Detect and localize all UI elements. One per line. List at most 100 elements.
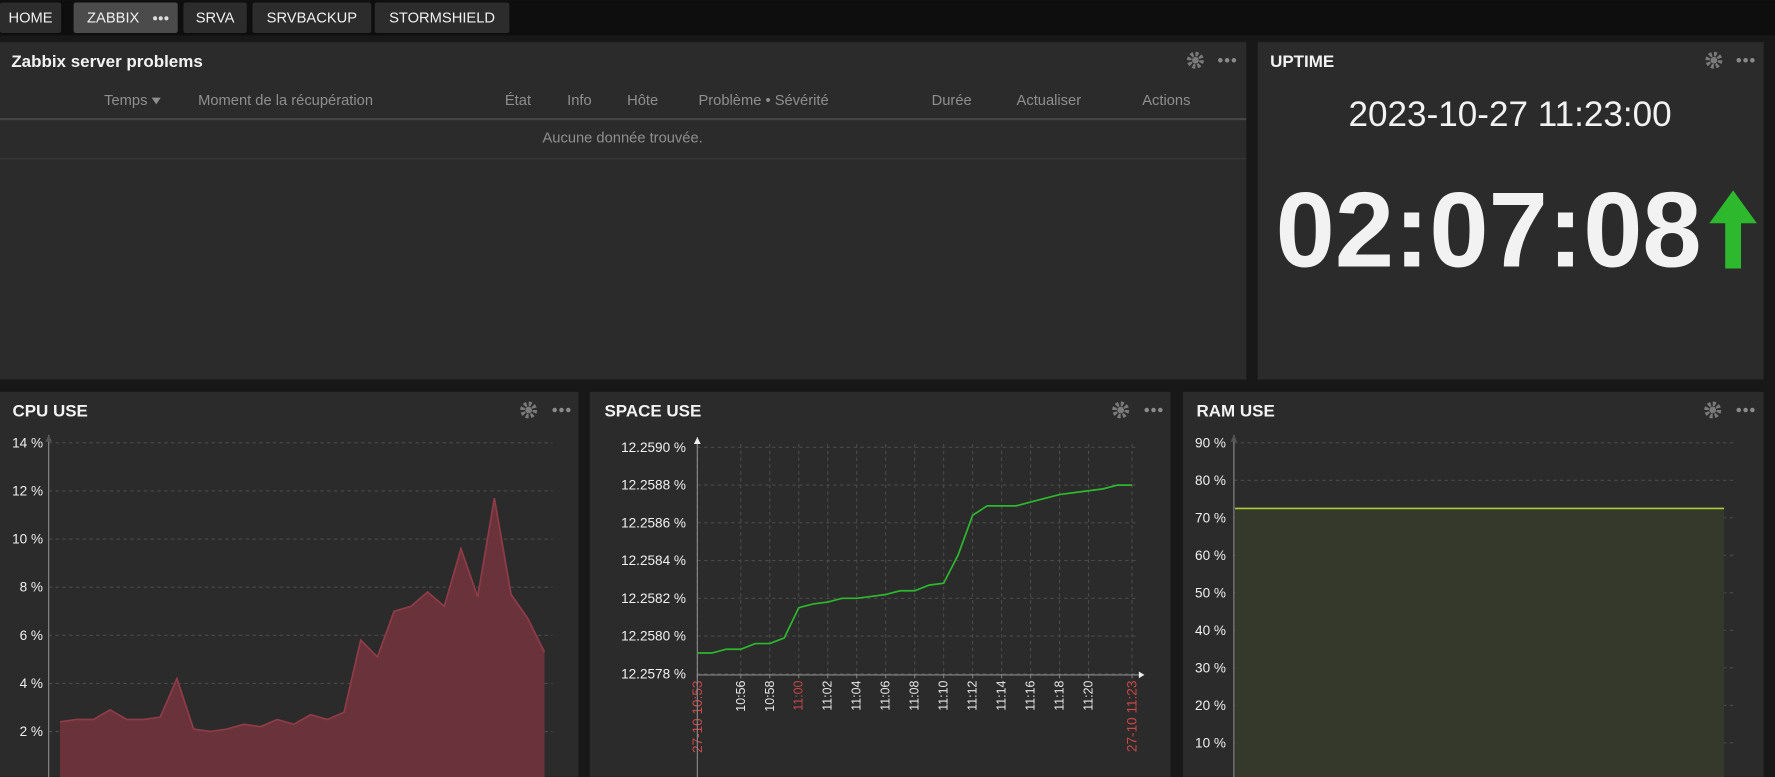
tab-label[interactable]: ZABBIX: [87, 10, 139, 26]
y-tick-label: 20 %: [1195, 698, 1226, 713]
y-tick-label: 4 %: [20, 676, 43, 691]
x-tick-label: 11:18: [1053, 680, 1067, 710]
tab-menu-dot[interactable]: [158, 16, 163, 21]
problems-widget: [0, 42, 1247, 380]
y-tick-label: 80 %: [1195, 473, 1226, 488]
settings-icon-hub[interactable]: [1710, 56, 1718, 64]
tab[interactable]: [252, 2, 372, 34]
tab-label[interactable]: SRVBACKUP: [267, 10, 358, 26]
x-tick-label: 10:58: [763, 680, 777, 711]
column-header: Actions: [1142, 93, 1190, 109]
column-header: État: [505, 92, 531, 109]
menu-dot[interactable]: [1231, 57, 1237, 63]
column-header: Moment de la récupération: [198, 93, 373, 109]
space-widget: [589, 391, 1171, 777]
y-tick-label: 90 %: [1195, 435, 1226, 450]
menu-dot[interactable]: [1743, 57, 1748, 63]
uptime-duration: 02:07:08: [1276, 171, 1702, 290]
widget-title: Zabbix server problems: [11, 52, 202, 71]
tab-menu-dot[interactable]: [164, 16, 169, 21]
settings-icon[interactable]: [1186, 51, 1204, 69]
y-axis-arrow: [45, 434, 53, 442]
menu-dot[interactable]: [1151, 407, 1156, 413]
y-tick-label: 12.2590 %: [621, 440, 686, 455]
column-header: Problème • Sévérité: [698, 93, 828, 109]
menu-dot[interactable]: [1158, 407, 1163, 413]
y-tick-label: 14 %: [12, 435, 43, 450]
menu-dot[interactable]: [559, 407, 564, 413]
x-tick-label: 11:10: [937, 680, 951, 710]
menu-dot[interactable]: [1144, 407, 1149, 413]
x-tick-label: 11:16: [1024, 680, 1038, 710]
x-tick-label: 11:12: [966, 680, 980, 710]
area: [59, 498, 545, 777]
tab-label[interactable]: HOME: [9, 10, 53, 26]
menu-dot[interactable]: [1736, 407, 1742, 413]
widget-title: SPACE USE: [604, 402, 701, 421]
y-axis-arrow: [1230, 434, 1238, 442]
widget-title: CPU USE: [12, 402, 87, 421]
menu-dot[interactable]: [566, 407, 571, 413]
x-axis-arrow: [1138, 671, 1145, 679]
menu-dot[interactable]: [552, 407, 557, 413]
x-tick-label: 11:04: [850, 680, 864, 710]
x-tick-label: 11:08: [908, 680, 922, 710]
y-tick-label: 2 %: [20, 724, 43, 739]
line: [697, 484, 1133, 654]
settings-icon-hub[interactable]: [525, 406, 533, 414]
tab[interactable]: [374, 2, 510, 34]
tab-label[interactable]: SRVA: [196, 10, 235, 26]
settings-icon[interactable]: [1705, 51, 1723, 69]
column-header: Actualiser: [1017, 93, 1082, 109]
empty-message: Aucune donnée trouvée.: [542, 130, 702, 146]
menu-dot[interactable]: [1750, 57, 1755, 63]
x-tick-label: 11:14: [995, 680, 1009, 710]
y-tick-label: 12.2586 %: [621, 515, 686, 530]
y-tick-label: 12.2588 %: [621, 478, 686, 493]
y-tick-label: 60 %: [1195, 548, 1226, 563]
x-tick-label: 10:56: [734, 680, 748, 711]
area: [1235, 508, 1725, 777]
menu-dot[interactable]: [1224, 57, 1230, 63]
tab-label[interactable]: STORMSHIELD: [389, 10, 495, 26]
y-tick-label: 12.2580 %: [621, 629, 686, 644]
x-tick-label: 11:02: [821, 680, 835, 710]
y-tick-label: 12 %: [12, 483, 43, 498]
y-tick-label: 8 %: [20, 580, 43, 595]
menu-dot[interactable]: [1750, 407, 1755, 413]
x-tick-label: 11:20: [1082, 680, 1096, 710]
y-axis-arrow: [693, 437, 701, 444]
settings-icon-hub[interactable]: [1192, 56, 1199, 64]
widget-title: UPTIME: [1270, 52, 1334, 71]
tab[interactable]: [183, 2, 247, 34]
y-tick-label: 70 %: [1195, 510, 1226, 525]
y-tick-label: 10 %: [1195, 735, 1226, 750]
x-tick-label: 27-10 11:23: [1125, 681, 1140, 752]
y-tick-label: 30 %: [1195, 660, 1226, 675]
settings-icon[interactable]: [1112, 401, 1130, 419]
tab[interactable]: [73, 2, 178, 34]
settings-icon-hub[interactable]: [1117, 406, 1125, 414]
column-header: Hôte: [627, 93, 658, 109]
uptime-timestamp: 2023-10-27 11:23:00: [1349, 95, 1672, 134]
uptime-arrow: [1709, 190, 1757, 269]
sort-arrow[interactable]: [151, 97, 161, 105]
column-header[interactable]: Temps: [104, 93, 147, 109]
x-tick-label: 11:06: [879, 680, 893, 710]
y-tick-label: 50 %: [1195, 585, 1226, 600]
settings-icon-hub[interactable]: [1709, 406, 1717, 414]
menu-dot[interactable]: [1736, 57, 1742, 63]
tab-menu-dot[interactable]: [153, 16, 158, 21]
menu-dot[interactable]: [1743, 407, 1748, 413]
menu-dot[interactable]: [1218, 57, 1223, 63]
uptime-widget: [1257, 42, 1764, 380]
tab[interactable]: [0, 2, 62, 34]
widget-title: RAM USE: [1197, 402, 1275, 421]
column-header: Durée: [932, 93, 972, 109]
y-tick-label: 40 %: [1195, 623, 1226, 638]
y-tick-label: 12.2578 %: [621, 666, 686, 681]
y-tick-label: 12.2584 %: [621, 553, 686, 568]
y-tick-label: 6 %: [20, 628, 43, 643]
settings-icon[interactable]: [1704, 401, 1722, 419]
